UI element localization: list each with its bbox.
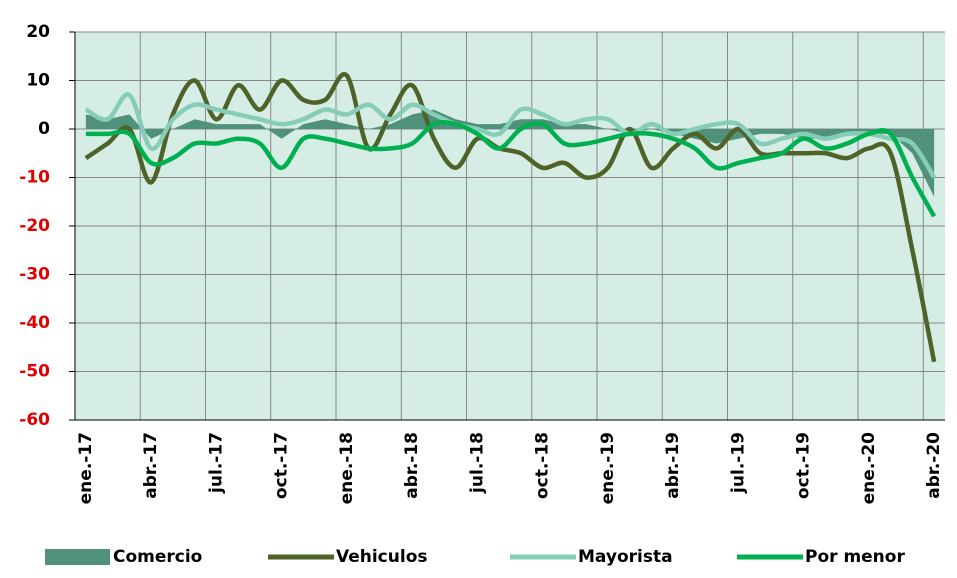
y-tick-label: -20 [19,216,50,236]
y-tick-label: -10 [19,168,50,188]
y-tick-label: -30 [19,265,50,285]
x-tick-label: abr.-18 [402,432,422,499]
legend-label: Por menor [805,547,905,567]
line [84,71,937,363]
y-tick-label: -50 [19,362,50,382]
x-tick-label: abr.-17 [141,432,161,499]
legend-item: Mayorista [510,547,673,567]
x-tick-label: oct.-18 [533,432,553,499]
x-tick-label: oct.-19 [794,432,814,499]
legend-item: Por menor [737,547,905,567]
x-tick-label: ene.-17 [76,432,96,504]
x-tick-label: ene.-18 [337,432,357,504]
legend-swatch [45,549,110,565]
x-tick-label: abr.-19 [663,432,683,499]
x-tick-label: jul.-18 [467,432,487,494]
legend-label: Comercio [113,547,202,567]
x-tick-label: ene.-19 [598,432,618,504]
legend-label: Vehiculos [336,547,428,567]
x-tick-label: oct.-17 [272,432,292,499]
y-tick-label: 0 [38,119,50,139]
x-tick-label: jul.-19 [728,432,748,494]
y-tick-label: 10 [26,71,50,91]
legend-item: Comercio [45,547,202,567]
y-tick-label: -40 [19,313,50,333]
x-tick-label: abr.-20 [924,432,944,499]
line [84,92,937,179]
line [85,120,937,218]
x-tick-label: ene.-20 [859,432,879,505]
legend-item: Vehiculos [268,547,428,567]
y-tick-label: 20 [26,22,50,42]
y-tick-label: -60 [19,410,50,430]
legend-label: Mayorista [578,547,673,567]
area [85,109,935,197]
x-tick-label: jul.-17 [206,432,226,494]
